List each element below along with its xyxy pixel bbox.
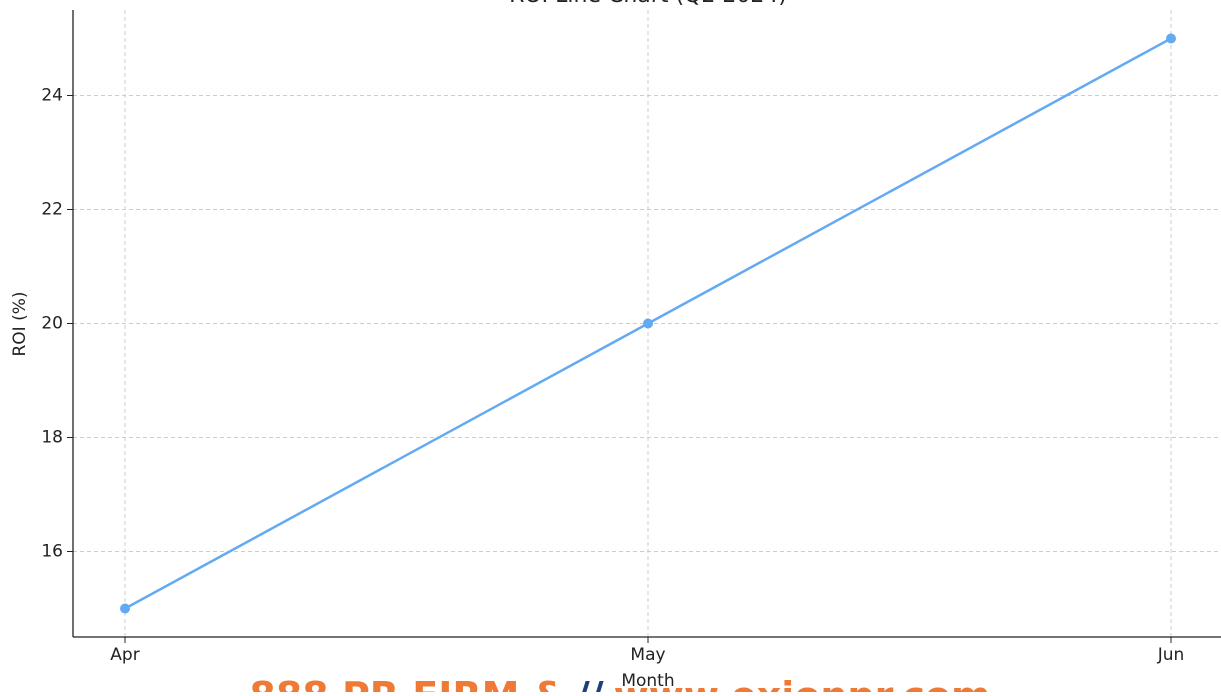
y-tick-label: 16 [41, 542, 63, 562]
watermark: 888 PR FIRM & // www.exionpr.com [249, 674, 990, 693]
y-tick-label: 22 [41, 200, 63, 220]
y-tick-label: 18 [41, 428, 63, 448]
x-tick-label: Jun [1157, 645, 1185, 665]
y-axis-label: ROI (%) [10, 291, 30, 356]
point [643, 318, 653, 329]
y-tick-label: 20 [41, 314, 63, 334]
watermark-part: www.exionpr.com [614, 674, 991, 693]
watermark-part: 888 PR FIRM & [249, 674, 565, 693]
x-axis-label: Month [621, 671, 674, 691]
x-tick-label: Apr [110, 645, 139, 665]
point [1166, 33, 1176, 44]
point [120, 603, 130, 614]
chart-title: ROI Line Chart (Q2 2024) [509, 0, 787, 8]
watermark-part: // [576, 674, 604, 693]
x-tick-label: May [630, 645, 665, 665]
y-tick-label: 24 [41, 86, 63, 106]
